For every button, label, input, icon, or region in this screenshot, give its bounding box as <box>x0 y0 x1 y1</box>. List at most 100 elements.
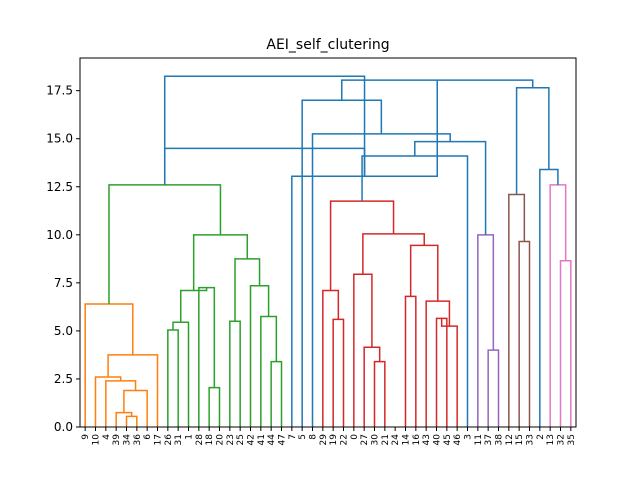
leaf-label: 28 <box>195 434 205 446</box>
link-1 <box>115 411 133 427</box>
leaf-label: 29 <box>319 434 329 446</box>
link-46 <box>163 75 366 185</box>
link-45 <box>163 147 366 185</box>
link-26 <box>440 318 458 427</box>
link-19 <box>332 318 345 427</box>
link-13 <box>270 360 283 427</box>
leaf-label: 33 <box>526 434 536 445</box>
leaf-label: 25 <box>236 434 246 445</box>
link-8 <box>172 321 190 427</box>
link-41 <box>539 168 559 427</box>
ytick-label: 17.5 <box>46 84 73 98</box>
link-39 <box>559 260 572 427</box>
link-6 <box>84 303 134 427</box>
leaf-label: 41 <box>257 434 267 445</box>
link-40 <box>549 184 567 427</box>
link-29 <box>362 233 425 275</box>
leaf-label: 7 <box>288 434 298 440</box>
link-14 <box>260 315 278 427</box>
leaf-label: 27 <box>360 434 370 445</box>
link-32 <box>487 349 500 427</box>
leaf-label: 46 <box>453 434 463 446</box>
ytick-label: 5.0 <box>54 324 73 338</box>
leaf-label: 12 <box>505 434 515 445</box>
leaf-label: 21 <box>381 434 391 445</box>
leaf-label: 47 <box>278 434 288 445</box>
leaf-label: 32 <box>557 434 567 445</box>
leaf-label: 17 <box>154 434 164 445</box>
leaf-label: 13 <box>546 434 556 445</box>
link-28 <box>409 244 439 302</box>
link-18 <box>108 184 222 304</box>
link-24 <box>404 295 417 427</box>
link-12 <box>229 320 241 427</box>
leaf-label: 36 <box>133 434 143 446</box>
leaf-label: 44 <box>267 434 277 446</box>
y-axis: 0.0 2.5 5.0 7.5 10.0 12.5 15.0 17.5 <box>46 84 80 434</box>
link-20 <box>322 289 340 427</box>
ytick-label: 10.0 <box>46 228 73 242</box>
leaf-label: 20 <box>216 434 226 446</box>
leaf-label: 14 <box>402 434 412 446</box>
link-2 <box>123 389 148 427</box>
link-5 <box>107 354 159 427</box>
chart-title: AEI_self_clutering <box>266 37 389 53</box>
link-11 <box>180 287 208 323</box>
leaf-label: 3 <box>464 434 474 440</box>
link-3 <box>105 380 137 427</box>
link-36 <box>301 99 383 427</box>
link-27 <box>425 300 451 427</box>
leaf-label: 30 <box>371 434 381 446</box>
link-21 <box>373 360 386 427</box>
link-0 <box>125 415 138 427</box>
ytick-label: 2.5 <box>54 372 73 386</box>
leaf-label: 0 <box>350 434 360 440</box>
leaf-label: 42 <box>247 434 257 445</box>
link-33 <box>477 234 495 427</box>
leaf-label: 45 <box>443 434 453 445</box>
link-15 <box>249 284 270 427</box>
link-31 <box>361 155 469 427</box>
plot-frame <box>79 57 577 428</box>
leaf-label: 16 <box>412 434 422 446</box>
link-7 <box>167 329 179 427</box>
leaf-label: 22 <box>340 434 350 445</box>
link-25 <box>435 317 448 427</box>
link-16 <box>234 258 261 322</box>
leaf-label: 5 <box>298 434 308 440</box>
link-38 <box>508 193 526 427</box>
leaf-label: 24 <box>391 434 401 446</box>
leaf-label: 38 <box>495 434 505 446</box>
ytick-label: 15.0 <box>46 132 73 146</box>
link-9 <box>208 386 221 427</box>
leaf-label: 37 <box>484 434 494 445</box>
link-22 <box>363 346 381 427</box>
leaf-label: 18 <box>205 434 215 446</box>
leaf-label: 15 <box>515 434 525 445</box>
leaf-label: 40 <box>433 434 443 446</box>
link-10 <box>198 286 216 427</box>
link-17 <box>192 234 249 291</box>
ytick-label: 0.0 <box>54 420 73 434</box>
leaf-label: 1 <box>185 434 195 440</box>
dendrogram-links <box>84 75 572 427</box>
leaf-label: 26 <box>164 434 174 446</box>
leaf-label: 6 <box>143 434 153 440</box>
ytick-label: 7.5 <box>54 276 73 290</box>
leaf-label: 35 <box>567 434 577 445</box>
leaf-label: 4 <box>102 434 112 440</box>
link-42 <box>515 87 550 195</box>
link-37 <box>518 240 531 427</box>
leaf-label: 11 <box>474 434 484 445</box>
leaf-label: 34 <box>123 434 133 446</box>
leaf-label: 31 <box>174 434 184 445</box>
ytick-label: 12.5 <box>46 180 73 194</box>
leaf-label: 19 <box>329 434 339 446</box>
leaf-label: 43 <box>422 434 432 445</box>
link-34 <box>414 140 487 235</box>
leaf-label: 9 <box>81 434 91 440</box>
leaf-label: 10 <box>92 434 102 446</box>
x-axis: 9 10 4 39 34 36 6 17 26 31 1 28 18 20 23 25 42 41 44 47 7 5 8 2… <box>81 427 577 445</box>
link-23 <box>353 273 373 427</box>
